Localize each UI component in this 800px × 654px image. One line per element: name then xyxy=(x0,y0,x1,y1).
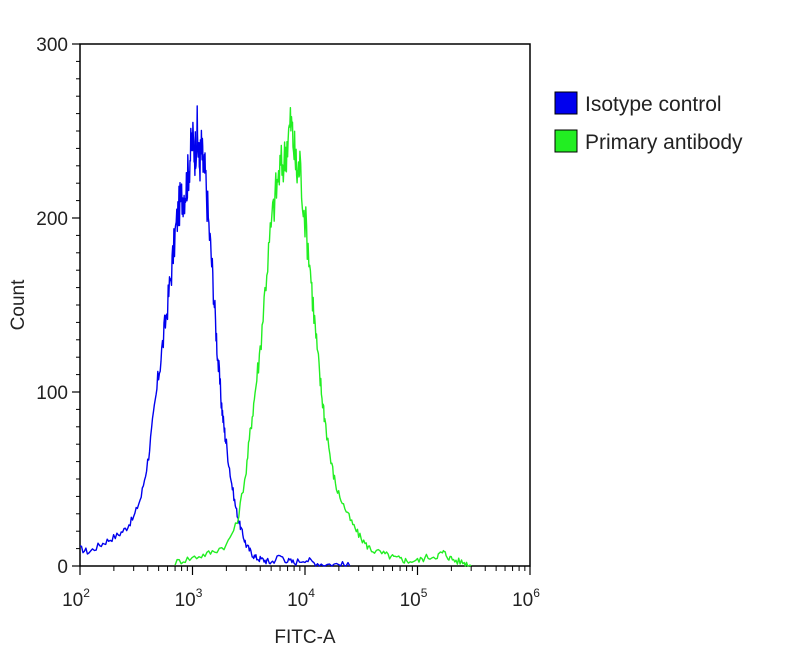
x-tick-label: 102 xyxy=(62,586,90,611)
legend-swatch xyxy=(554,91,578,115)
x-axis: 102 103 104 105 106 xyxy=(62,566,540,611)
x-tick-label: 106 xyxy=(512,586,540,611)
y-axis: 0 100 200 300 xyxy=(36,35,80,578)
x-axis-label: FITC-A xyxy=(274,627,336,648)
legend-label: Isotype control xyxy=(585,93,722,116)
x-tick-label: 103 xyxy=(175,586,203,611)
y-axis-label: Count xyxy=(8,279,29,330)
x-tick-label: 104 xyxy=(287,586,315,611)
legend: Isotype control Primary antibody xyxy=(554,91,743,154)
y-tick-label: 100 xyxy=(36,383,68,404)
plot-border xyxy=(79,43,531,567)
series-line-primary-antibody xyxy=(174,107,472,567)
y-tick-label: 300 xyxy=(36,35,68,56)
y-tick-label: 0 xyxy=(57,557,68,578)
legend-label: Primary antibody xyxy=(585,131,743,154)
series-layer xyxy=(79,105,472,567)
plot-area xyxy=(79,43,531,567)
series-line-isotype-control xyxy=(79,105,351,567)
legend-swatch xyxy=(554,129,578,153)
x-tick-label: 105 xyxy=(400,586,428,611)
y-tick-label: 200 xyxy=(36,209,68,230)
